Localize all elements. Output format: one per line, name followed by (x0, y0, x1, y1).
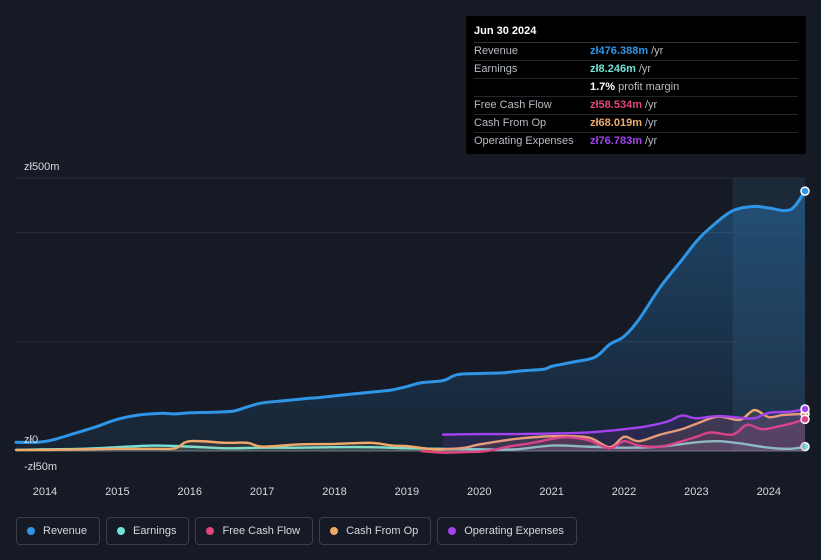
tooltip-unit: /yr (644, 135, 658, 147)
operating-expenses-line (441, 407, 807, 436)
tooltip-label: Revenue (474, 45, 519, 57)
x-tick-label: 2018 (322, 486, 346, 498)
y-tick-label: zł0 (24, 434, 38, 446)
legend-dot-icon (448, 527, 457, 535)
tooltip-unit: profit margin (618, 81, 680, 93)
tooltip-row: Free Cash Flow zł58.534m/yr (474, 97, 798, 115)
legend-label: Revenue (43, 525, 88, 537)
tooltip-row: 1.7% profit margin (474, 79, 798, 97)
revenue-marker (800, 186, 810, 196)
series-layer (14, 186, 810, 454)
legend-item-earnings[interactable]: Earnings (106, 517, 190, 545)
tooltip-date: Jun 30 2024 (474, 24, 798, 43)
free-cash-flow-marker (800, 414, 810, 425)
tooltip-value: zł58.534m (590, 99, 642, 111)
free-cash-flow-line (420, 418, 807, 454)
x-tick-label: 2016 (177, 486, 201, 498)
legend-label: Earnings (133, 525, 177, 537)
tooltip-value: zł8.246m (590, 63, 636, 75)
cash-from-op-area (16, 410, 805, 451)
legend-label: Cash From Op (346, 525, 419, 537)
y-axis: zł500m zł0 -zł50m (24, 161, 59, 473)
x-tick-label: 2015 (105, 486, 129, 498)
tooltip-row: Revenue zł476.388m/yr (474, 43, 798, 61)
tooltip-unit: /yr (644, 99, 658, 111)
legend-dot-icon (27, 527, 35, 535)
x-tick-label: 2020 (467, 486, 491, 498)
tooltip-unit: /yr (638, 63, 652, 75)
earnings-marker (800, 441, 810, 452)
legend-item-revenue[interactable]: Revenue (16, 517, 101, 545)
tooltip: Jun 30 2024 Revenue zł476.388m/yr Earnings… (466, 16, 806, 154)
x-tick-label: 2019 (395, 486, 419, 498)
revenue-line (14, 189, 807, 444)
tooltip-unit: /yr (644, 117, 658, 129)
legend-item-free-cash-flow[interactable]: Free Cash Flow (195, 517, 314, 545)
tooltip-label: Cash From Op (474, 117, 547, 129)
tooltip-value: zł476.388m (590, 45, 649, 57)
tooltip-value: 1.7% (590, 81, 616, 93)
y-tick-label: zł500m (24, 161, 59, 173)
x-tick-label: 2024 (757, 486, 781, 498)
free-cash-flow-area (421, 419, 805, 453)
tooltip-label: Operating Expenses (474, 135, 574, 147)
y-tick-label: -zł50m (24, 461, 57, 473)
tooltip-rows: Revenue zł476.388m/yr Earnings zł8.246m/yr 1… (474, 43, 798, 150)
legend-dot-icon (206, 527, 215, 535)
x-axis: 2014 2015 2016 2017 2018 2019 2020 2021 2022 2023… (33, 486, 781, 498)
tooltip-value: zł76.783m (590, 135, 642, 147)
tooltip-value: zł68.019m (590, 117, 642, 129)
legend-dot-icon (330, 527, 339, 535)
chart: zł500m zł0 -zł50m 2014 2015 2016 2017 2018 2019… (14, 161, 810, 498)
tooltip-row: Cash From Op zł68.019m/yr (474, 115, 798, 133)
x-tick-label: 2023 (684, 486, 708, 498)
revenue-area (16, 191, 805, 451)
tooltip-label: Earnings (474, 63, 518, 75)
tooltip-row: Earnings zł8.246m/yr (474, 61, 798, 79)
legend-item-operating-expenses[interactable]: Operating Expenses (437, 517, 577, 545)
x-tick-label: 2014 (33, 486, 57, 498)
x-tick-label: 2021 (539, 486, 563, 498)
x-tick-label: 2022 (612, 486, 636, 498)
tooltip-unit: /yr (651, 45, 664, 57)
legend-label: Free Cash Flow (222, 525, 301, 537)
cash-from-op-line (14, 408, 807, 452)
tooltip-row: Operating Expenses zł76.783m/yr (474, 133, 798, 150)
x-tick-label: 2017 (250, 486, 274, 498)
legend: Revenue Earnings Free Cash Flow Cash From O… (16, 517, 577, 545)
tooltip-label (474, 79, 590, 96)
legend-item-cash-from-op[interactable]: Cash From Op (319, 517, 432, 545)
legend-label: Operating Expenses (464, 525, 564, 537)
legend-dot-icon (117, 527, 126, 535)
tooltip-label: Free Cash Flow (474, 99, 552, 111)
operating-expenses-marker (800, 404, 810, 414)
